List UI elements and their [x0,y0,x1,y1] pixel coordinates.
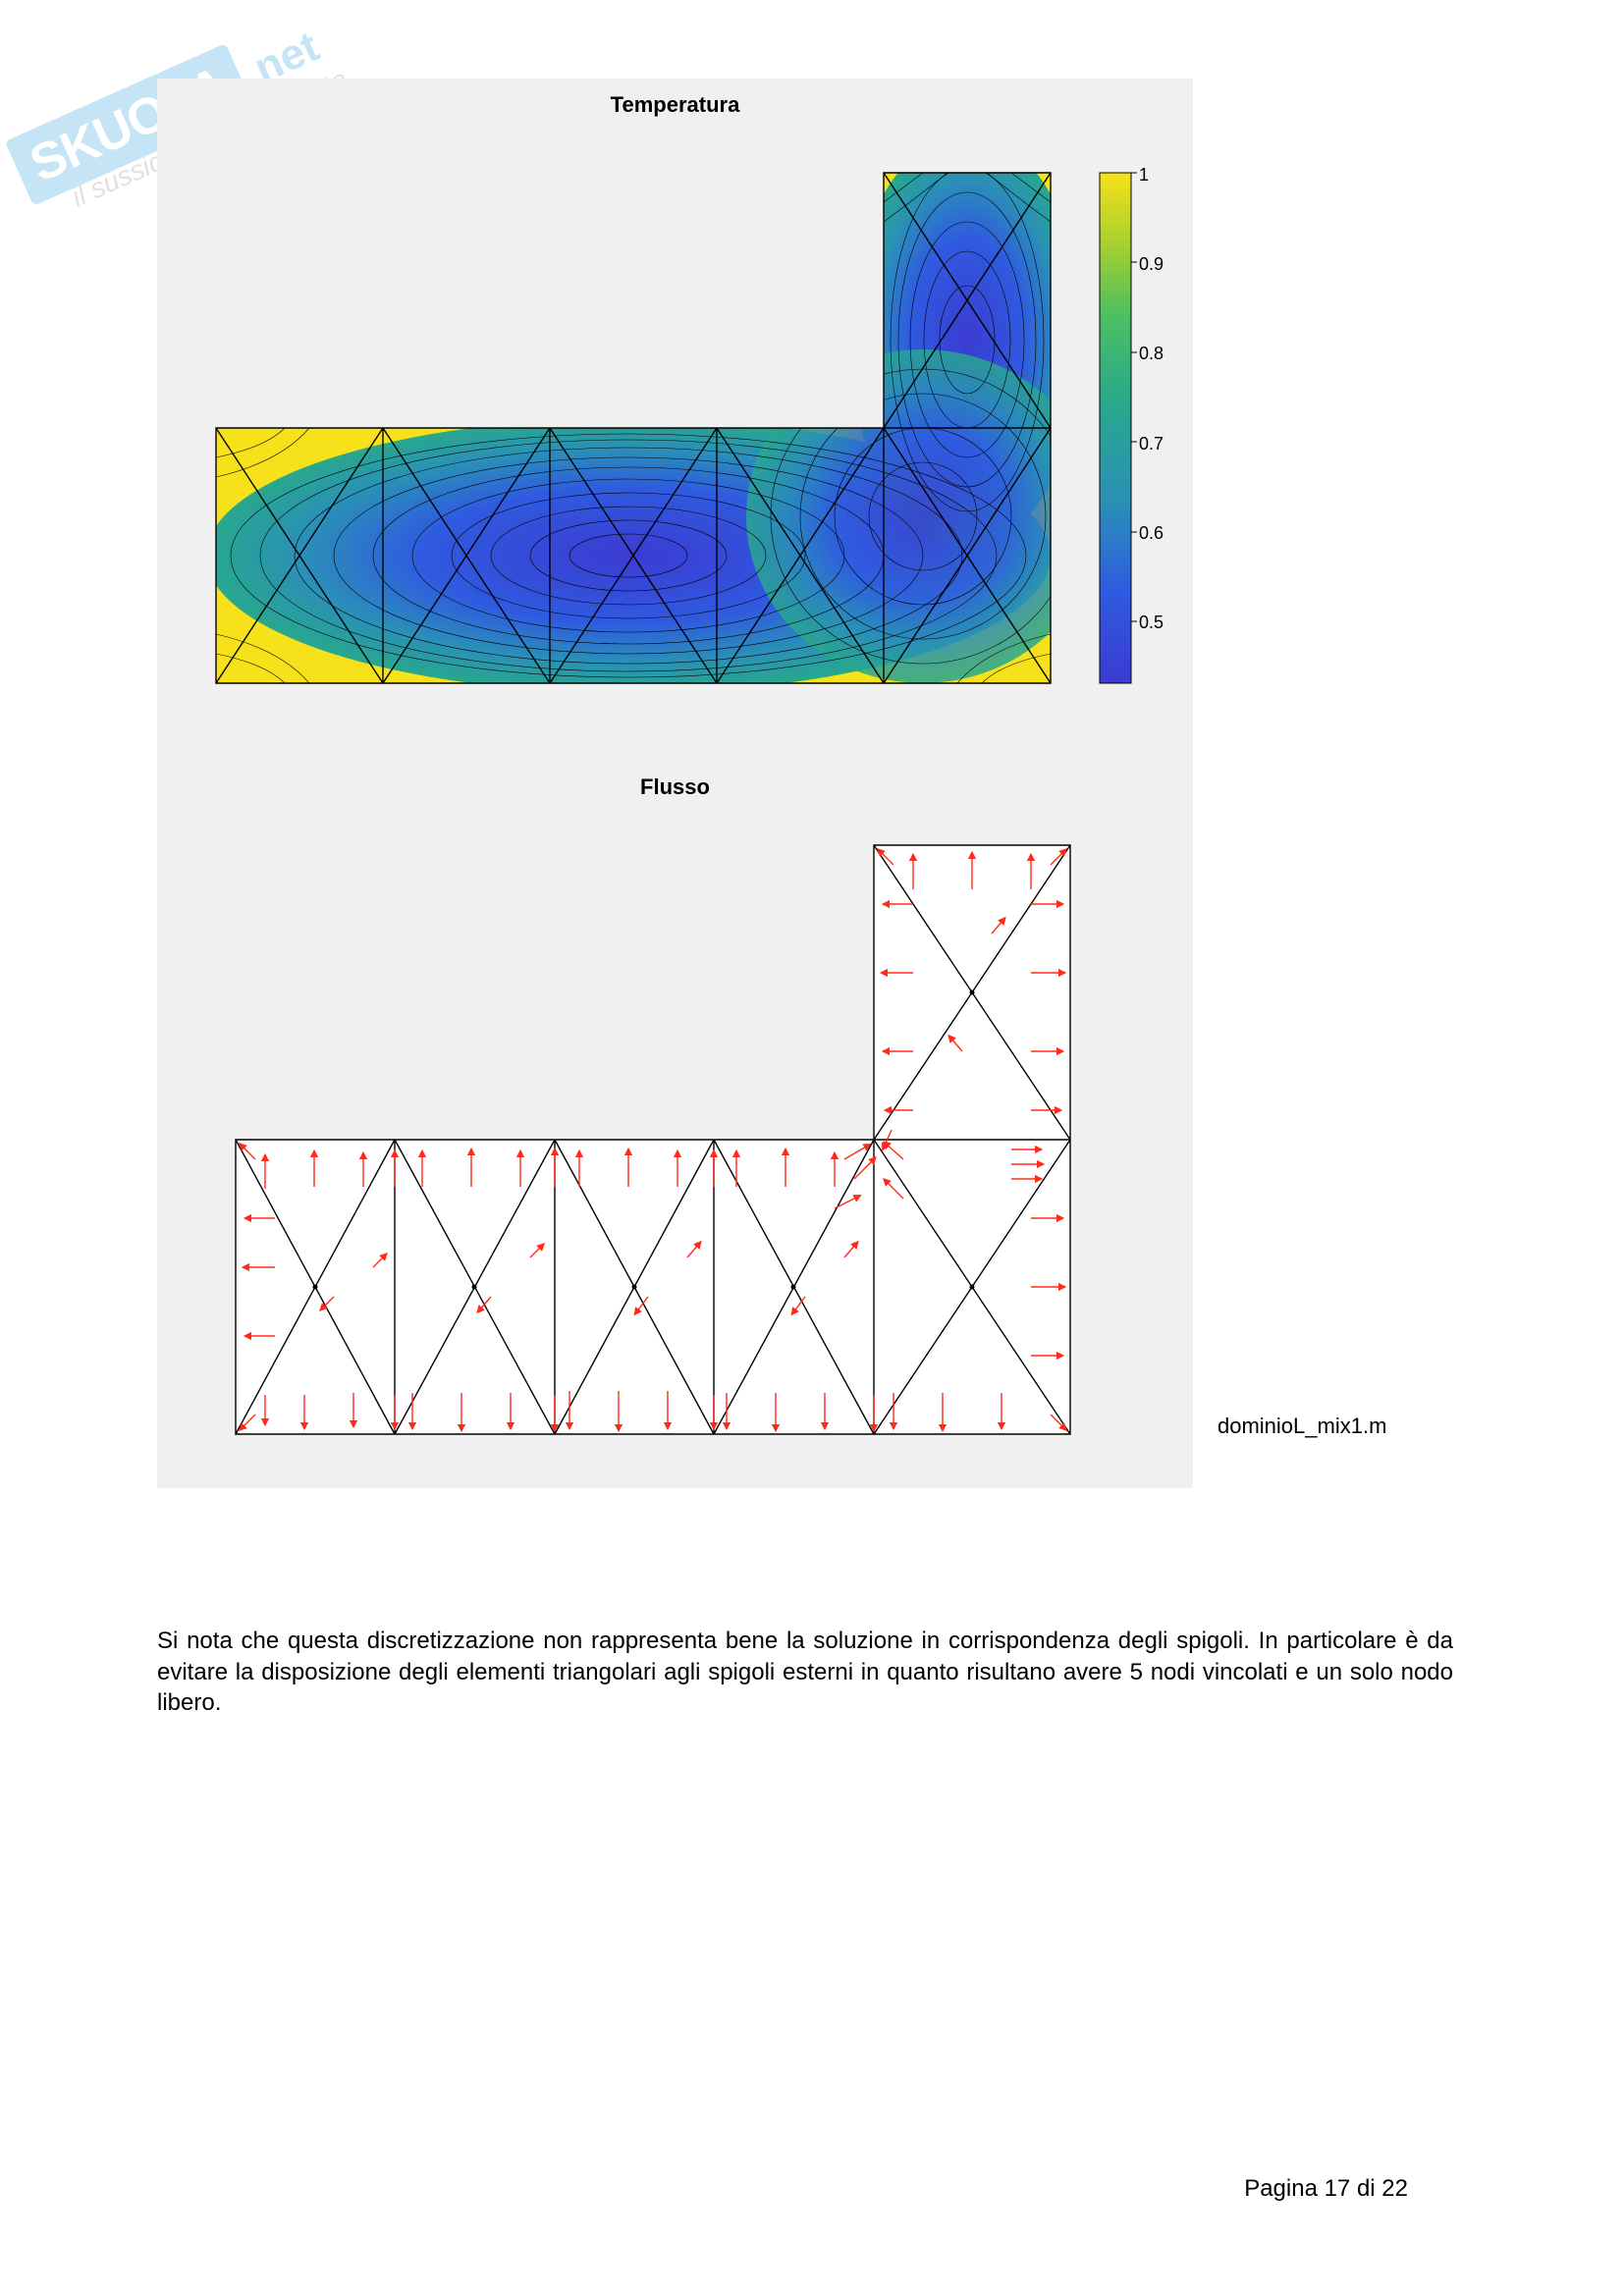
svg-text:0.5: 0.5 [1139,613,1164,632]
flusso-svg [157,806,1193,1483]
colorbar: 1 0.9 0.8 0.7 0.6 0.5 [1100,165,1164,683]
svg-text:1: 1 [1139,165,1149,185]
svg-text:0.8: 0.8 [1139,344,1164,363]
flusso-chart [157,806,1193,1488]
svg-text:0.7: 0.7 [1139,434,1164,454]
temperatura-svg: 1 0.9 0.8 0.7 0.6 0.5 [157,124,1193,752]
svg-text:0.6: 0.6 [1139,523,1164,543]
document-page: SKUOLA.net il sussidio dello studente Te… [0,0,1624,2296]
chart-title-flusso: Flusso [157,757,1193,806]
temperatura-chart: 1 0.9 0.8 0.7 0.6 0.5 [157,124,1193,757]
svg-text:0.9: 0.9 [1139,254,1164,274]
contour-field [206,133,1100,693]
figure-panel: Temperatura [157,79,1193,1488]
figure-caption: dominioL_mix1.m [1218,1414,1386,1439]
body-paragraph: Si nota che questa discretizzazione non … [157,1626,1453,1719]
chart-title-temperatura: Temperatura [157,79,1193,124]
page-number: Pagina 17 di 22 [1244,2175,1408,2203]
